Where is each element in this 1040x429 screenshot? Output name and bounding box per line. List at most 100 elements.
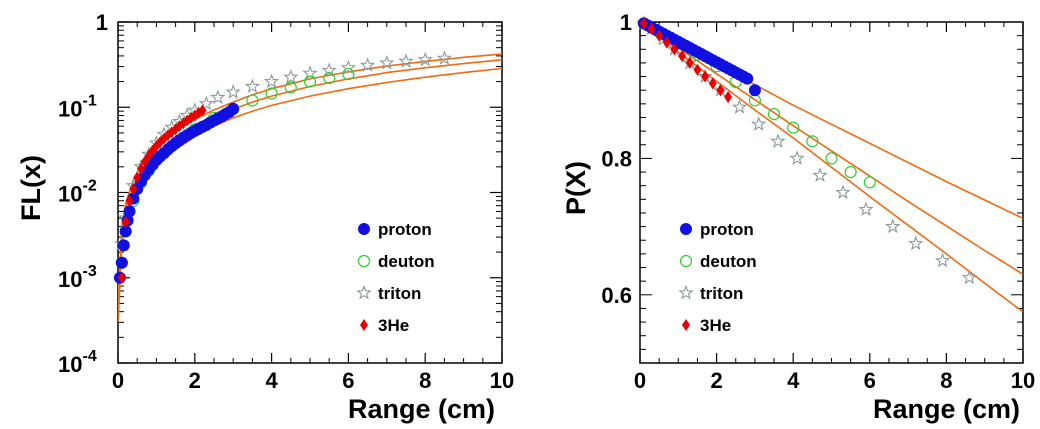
deuton-point (844, 165, 857, 179)
triton-point (302, 65, 318, 80)
series-proton (113, 102, 240, 284)
triton-point (321, 62, 337, 78)
3he-point (129, 182, 138, 195)
deuton-point (825, 152, 838, 165)
x-tick-label: 6 (864, 368, 876, 393)
right-panel-p-vs-range: P(X) Range (cm) 0 2 4 6 8 10 0.6 0.8 1 proton deut… (561, 10, 1035, 424)
y-tick-label: 10-1 (58, 92, 97, 121)
3he-point (198, 104, 207, 117)
deuton-point (342, 67, 355, 81)
fit-curve-3 (640, 22, 1023, 313)
triton-point (885, 218, 901, 234)
3he-point (655, 29, 664, 42)
triton-point (359, 57, 376, 72)
x-tick-label: 8 (419, 368, 431, 393)
legend-label-3he: 3He (378, 316, 409, 335)
x-tick-label: 6 (342, 368, 354, 393)
triton-point (244, 78, 261, 94)
fit-curve-3 (118, 53, 502, 304)
triton-point (961, 269, 978, 285)
series-3he (639, 17, 733, 104)
3he-point (639, 17, 648, 30)
x-tick-label: 0 (112, 368, 124, 393)
legend-label-proton: proton (700, 220, 754, 239)
3he-point (678, 50, 687, 63)
triton-point (770, 133, 786, 148)
3he-point (701, 70, 710, 83)
legend-marker-triton (356, 284, 372, 300)
triton-point (731, 99, 748, 114)
legend-marker-deuton (357, 254, 371, 268)
3he-point (724, 91, 733, 104)
x-tick-label: 4 (787, 368, 800, 393)
deuton-point (323, 71, 336, 85)
x-tick-label: 8 (940, 368, 952, 393)
right-y-axis-label: P(X) (561, 161, 591, 215)
x-tick-label: 2 (710, 368, 722, 393)
legend: proton deuton triton 3He (356, 220, 435, 335)
fit-curve-2 (118, 59, 502, 312)
legend-label-deuton: deuton (378, 252, 435, 271)
proton-point (117, 239, 130, 252)
legend-marker-3he (682, 319, 690, 331)
y-tick-label: 0.6 (601, 283, 632, 308)
triton-point (340, 59, 357, 75)
triton-point (379, 54, 395, 70)
deuton-point (787, 121, 800, 134)
triton-point (751, 116, 767, 131)
plot-frame (117, 21, 503, 364)
fit-curve-1 (118, 67, 502, 323)
3he-point (685, 56, 694, 69)
triton-point (908, 235, 924, 251)
triton-point (812, 167, 828, 182)
x-tick-label: 0 (634, 368, 646, 393)
3he-point (708, 77, 717, 90)
proton-point (115, 256, 128, 269)
deuton-point (284, 81, 297, 94)
3he-point (647, 22, 656, 35)
proton-point (741, 72, 754, 85)
y-tick-label: 0.8 (601, 146, 632, 171)
proton-point (123, 205, 136, 218)
3he-point (693, 63, 702, 76)
series-triton (636, 15, 978, 285)
deuton-point (806, 135, 819, 148)
x-tick-label: 4 (265, 368, 278, 393)
legend-label-triton: triton (700, 284, 743, 303)
legend-marker-triton (678, 284, 694, 300)
deuton-point (246, 94, 259, 107)
triton-point (789, 150, 805, 165)
legend-label-proton: proton (378, 220, 432, 239)
series-3he (117, 104, 207, 284)
left-panel-fl-vs-range: FL(x) Range (cm) 0 2 4 6 8 10 10-4 10-3 10-2 10-1… (16, 10, 514, 424)
fit-curve-2 (640, 22, 1023, 275)
triton-point (398, 53, 414, 68)
deuton-point (303, 75, 317, 88)
legend-label-deuton: deuton (700, 252, 757, 271)
legend-label-triton: triton (378, 284, 421, 303)
triton-point (225, 84, 241, 99)
y-tick-label: 10-2 (58, 178, 97, 207)
triton-point (417, 51, 433, 67)
x-tick-label: 2 (189, 368, 201, 393)
triton-point (283, 69, 299, 84)
y-tick-label: 10-3 (58, 263, 97, 292)
y-tick-label: 1 (96, 10, 108, 35)
triton-point (934, 252, 951, 268)
x-tick-label: 10 (490, 368, 514, 393)
y-tick-label: 1 (620, 10, 632, 35)
3he-point (121, 216, 130, 229)
deuton-point (767, 107, 781, 121)
3he-point (137, 162, 146, 175)
triton-point (263, 73, 280, 89)
3he-point (117, 271, 126, 284)
3he-point (133, 171, 142, 184)
series-proton (637, 17, 761, 97)
3he-point (125, 194, 134, 207)
legend-marker-3he (360, 319, 368, 331)
legend-label-3he: 3He (700, 316, 731, 335)
y-tick-label: 10-4 (58, 348, 97, 377)
triton-point (198, 95, 215, 111)
legend-marker-proton (358, 223, 370, 235)
